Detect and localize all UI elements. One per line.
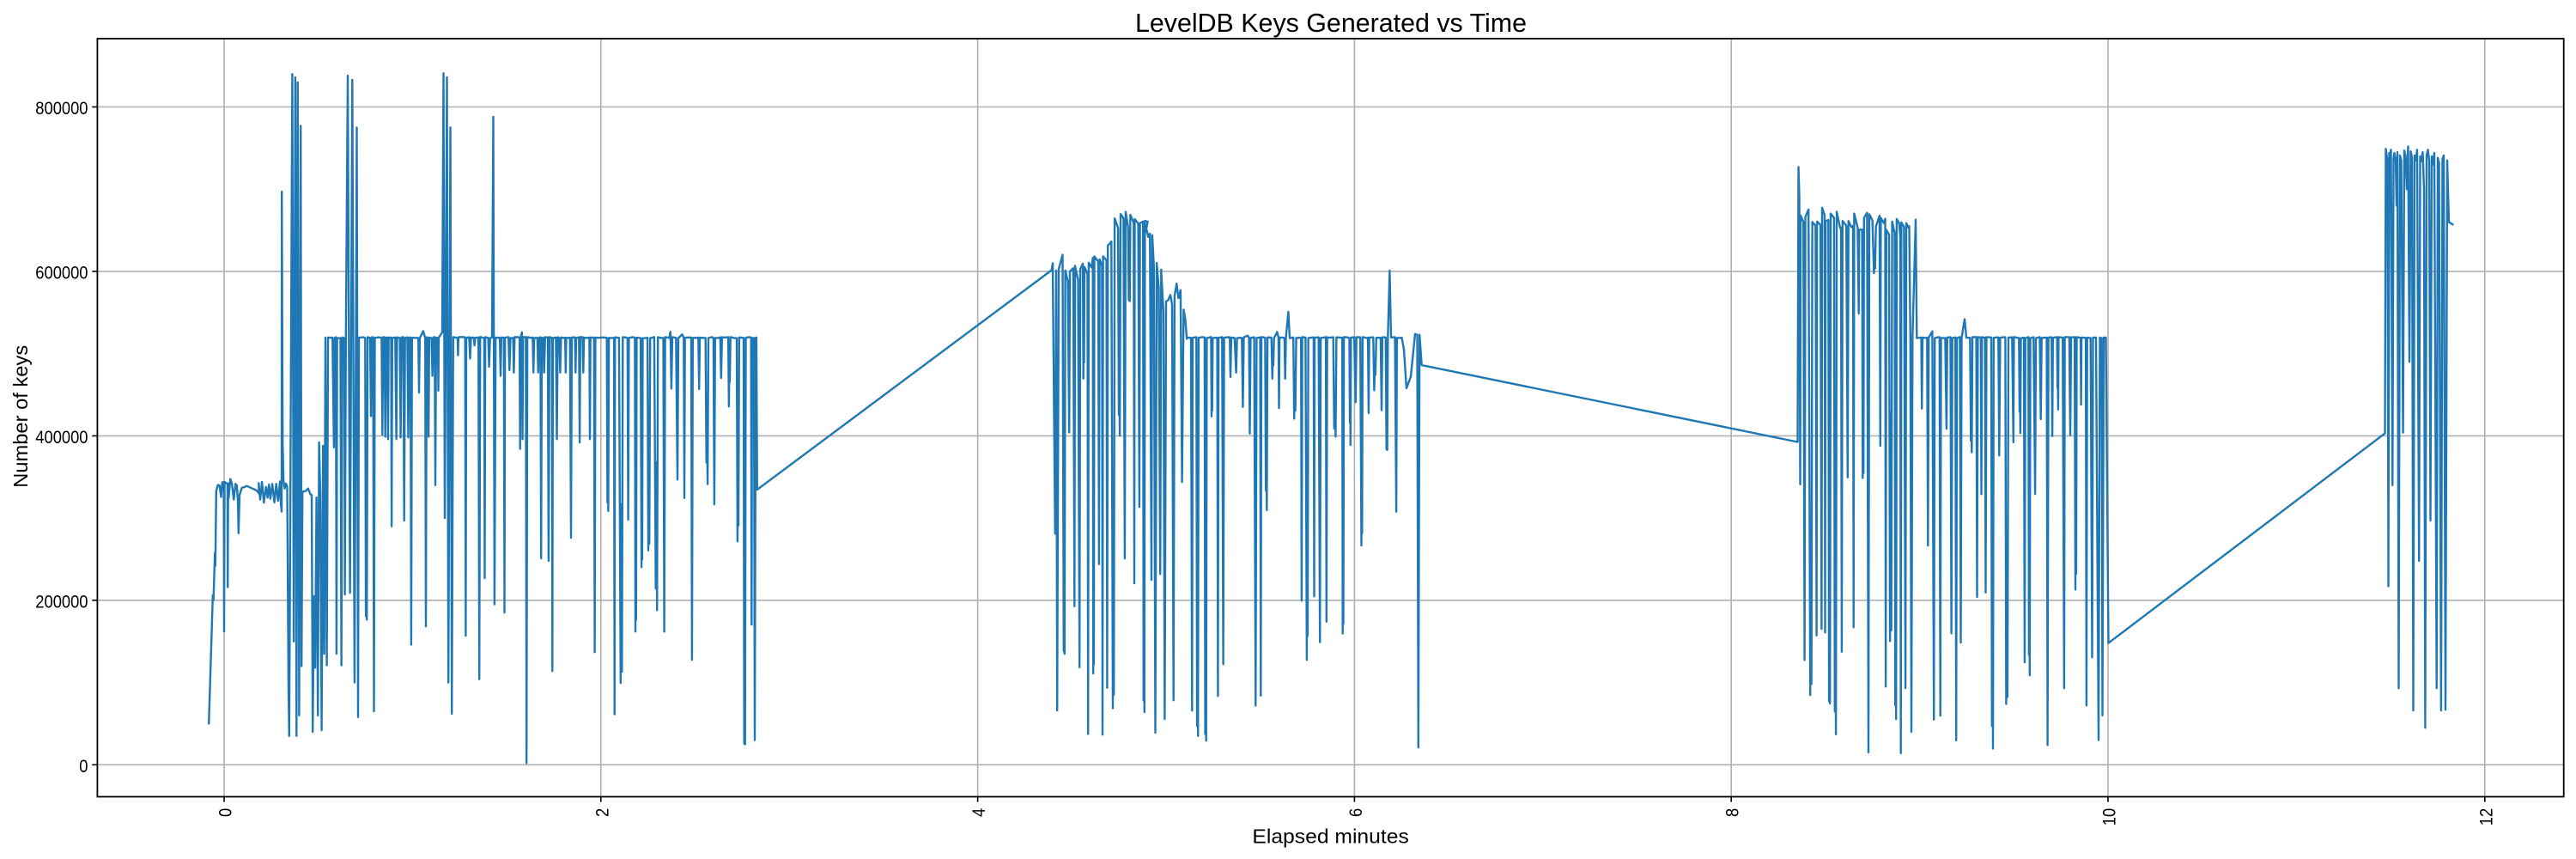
svg-text:600000: 600000 <box>35 263 88 283</box>
svg-text:8: 8 <box>1723 808 1743 817</box>
svg-text:10: 10 <box>2100 808 2120 825</box>
svg-text:Number of keys: Number of keys <box>9 345 32 488</box>
svg-text:800000: 800000 <box>35 99 88 119</box>
svg-text:LevelDB Keys Generated vs Time: LevelDB Keys Generated vs Time <box>1135 9 1527 38</box>
svg-text:12: 12 <box>2476 808 2496 825</box>
svg-text:Elapsed minutes: Elapsed minutes <box>1252 825 1408 848</box>
svg-text:2: 2 <box>592 808 612 817</box>
svg-text:4: 4 <box>969 808 989 817</box>
svg-text:6: 6 <box>1346 808 1366 817</box>
svg-text:0: 0 <box>216 808 236 817</box>
svg-text:0: 0 <box>79 757 88 777</box>
svg-text:200000: 200000 <box>35 592 88 612</box>
svg-text:400000: 400000 <box>35 428 88 448</box>
